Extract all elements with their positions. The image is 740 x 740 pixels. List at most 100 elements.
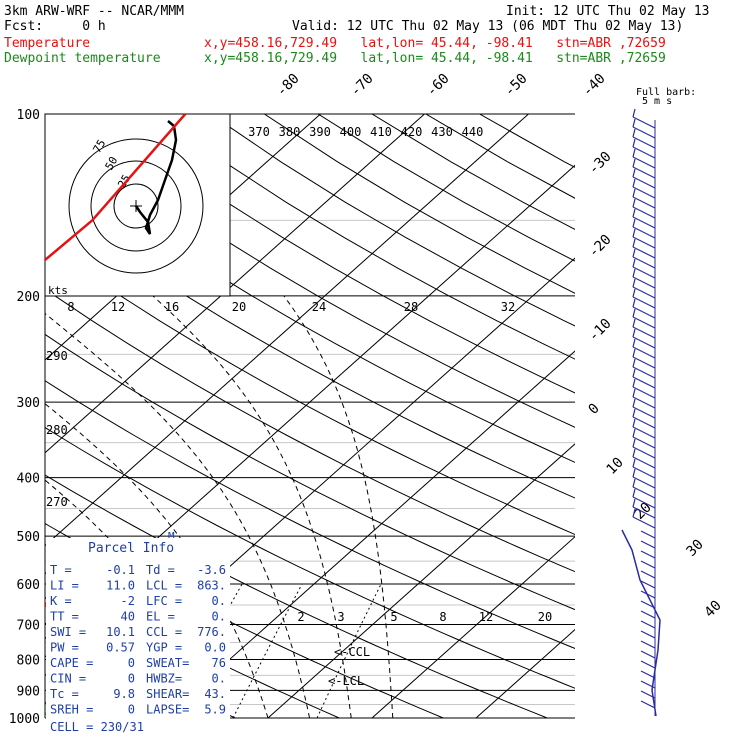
isotherm-label--30: -30 xyxy=(586,149,615,178)
hodograph-trace xyxy=(134,120,178,235)
wind-barb xyxy=(632,266,656,279)
parcel-field-value: 76 xyxy=(212,656,226,670)
parcel-field-value: -3.6 xyxy=(197,563,226,577)
wind-barb-flag xyxy=(632,408,636,418)
wind-barb xyxy=(632,506,656,519)
theta-label-390: 390 xyxy=(309,125,331,139)
wind-barb-flag xyxy=(632,148,636,158)
temperature-location: x,y=458.16,729.49 lat,lon= 45.44, -98.41… xyxy=(204,36,666,51)
pressure-label-800: 800 xyxy=(17,653,40,668)
parcel-field-value: 863. xyxy=(197,579,226,593)
wind-barb-flag xyxy=(632,438,636,448)
wind-barb xyxy=(632,476,656,489)
parcel-field-label: Tc = xyxy=(50,687,79,701)
dry-adiabat-480 xyxy=(479,114,575,168)
theta-label-410: 410 xyxy=(370,125,392,139)
parcel-field-label: YGP = xyxy=(146,641,182,655)
isotherm-label--10: -10 xyxy=(586,316,615,345)
isotherm-20 xyxy=(267,443,575,718)
wind-barb xyxy=(632,206,656,219)
temp-axis-label-28: 28 xyxy=(404,300,418,314)
theta-label-370: 370 xyxy=(248,125,270,139)
parcel-field-value: 0 xyxy=(128,672,135,686)
wind-barb-flag xyxy=(632,228,636,238)
wind-barb xyxy=(640,620,656,629)
parcel-field-value: 0. xyxy=(212,610,226,624)
wind-barb-flag xyxy=(632,468,636,478)
wind-barb-flag xyxy=(632,178,636,188)
wind-barb xyxy=(640,670,656,679)
wind-barb xyxy=(632,456,656,469)
wind-barb-flag xyxy=(632,158,636,168)
wind-barb xyxy=(640,550,656,559)
hodograph-ring-25 xyxy=(113,183,159,229)
wind-barb-flag xyxy=(632,498,636,508)
dry-adiabat-410 xyxy=(102,114,575,394)
dewpoint-location: x,y=458.16,729.49 lat,lon= 45.44, -98.41… xyxy=(204,51,666,66)
mixing-ratio-label-12: 12 xyxy=(479,610,493,624)
wind-barb-flag xyxy=(632,488,636,498)
isotherm-label-10: 10 xyxy=(604,455,627,478)
wind-barb xyxy=(632,316,656,329)
wind-barb xyxy=(632,176,656,189)
parcel-field-label: PW = xyxy=(50,641,79,655)
pressure-label-600: 600 xyxy=(17,578,40,593)
wind-barb xyxy=(632,156,656,169)
mixing-ratio-label-2: 2 xyxy=(297,610,304,624)
parcel-field-label: SREH = xyxy=(50,703,93,717)
parcel-field-label: LI = xyxy=(50,579,79,593)
parcel-field-label: Td = xyxy=(146,563,175,577)
wind-barb-flag xyxy=(632,428,636,438)
theta-left-label-290: 290 xyxy=(46,349,68,363)
parcel-field-value: 10.1 xyxy=(106,625,135,639)
dry-adiabat-450 xyxy=(317,114,575,262)
pressure-label-700: 700 xyxy=(17,618,40,633)
temp-axis-label-20: 20 xyxy=(232,300,246,314)
theta-label-400: 400 xyxy=(340,125,362,139)
moist-adiabat-24 xyxy=(45,312,311,718)
wind-barb-flag xyxy=(632,168,636,178)
temp-axis-label-12: 12 xyxy=(111,300,125,314)
isotherm-label--20: -20 xyxy=(586,232,615,261)
isotherm-label--50: -50 xyxy=(502,71,531,100)
dry-adiabat-340 xyxy=(45,380,575,650)
wind-barb xyxy=(632,166,656,179)
wind-barb xyxy=(632,366,656,379)
pressure-label-300: 300 xyxy=(17,396,40,411)
wind-barb xyxy=(640,700,656,709)
parcel-field-value: 776. xyxy=(197,625,226,639)
wind-barb xyxy=(632,306,656,319)
wind-barb xyxy=(640,610,656,619)
parcel-field-value: 0 xyxy=(128,703,135,717)
wind-barb xyxy=(640,560,656,569)
wind-barb xyxy=(632,196,656,209)
parcel-field-label: LAPSE= xyxy=(146,703,189,717)
isotherm-label--80: -80 xyxy=(274,71,303,100)
parcel-field-value: 0. xyxy=(212,594,226,608)
temp-axis-label-24: 24 xyxy=(312,300,326,314)
dry-adiabat-330 xyxy=(45,426,575,689)
ccl-marker: <-CCL xyxy=(334,645,370,659)
wind-barb xyxy=(640,530,656,539)
parcel-field-label: HWBZ= xyxy=(146,672,182,686)
mixing-ratio-label-20: 20 xyxy=(538,610,552,624)
parcel-field-label: SHEAR= xyxy=(146,687,189,701)
wind-barb xyxy=(640,660,656,669)
wind-barb-flag xyxy=(632,398,636,408)
parcel-field-value: -2 xyxy=(121,594,135,608)
wind-barb-flag xyxy=(632,418,636,428)
parcel-field-value: 9.8 xyxy=(113,687,135,701)
parcel-field-value: 0 xyxy=(128,656,135,670)
parcel-field-label: SWEAT= xyxy=(146,656,189,670)
wind-barb xyxy=(632,356,656,369)
isotherm-label-40: 40 xyxy=(702,598,725,621)
pressure-label-100: 100 xyxy=(17,108,40,123)
wind-barb xyxy=(632,256,656,269)
wind-barb xyxy=(640,650,656,659)
isotherm--70 xyxy=(0,114,8,718)
wind-barb-flag xyxy=(632,258,636,268)
parcel-field-label: LCL = xyxy=(146,579,182,593)
wind-barb-flag xyxy=(632,508,636,518)
wind-barb xyxy=(632,286,656,299)
wind-barb xyxy=(632,496,656,509)
